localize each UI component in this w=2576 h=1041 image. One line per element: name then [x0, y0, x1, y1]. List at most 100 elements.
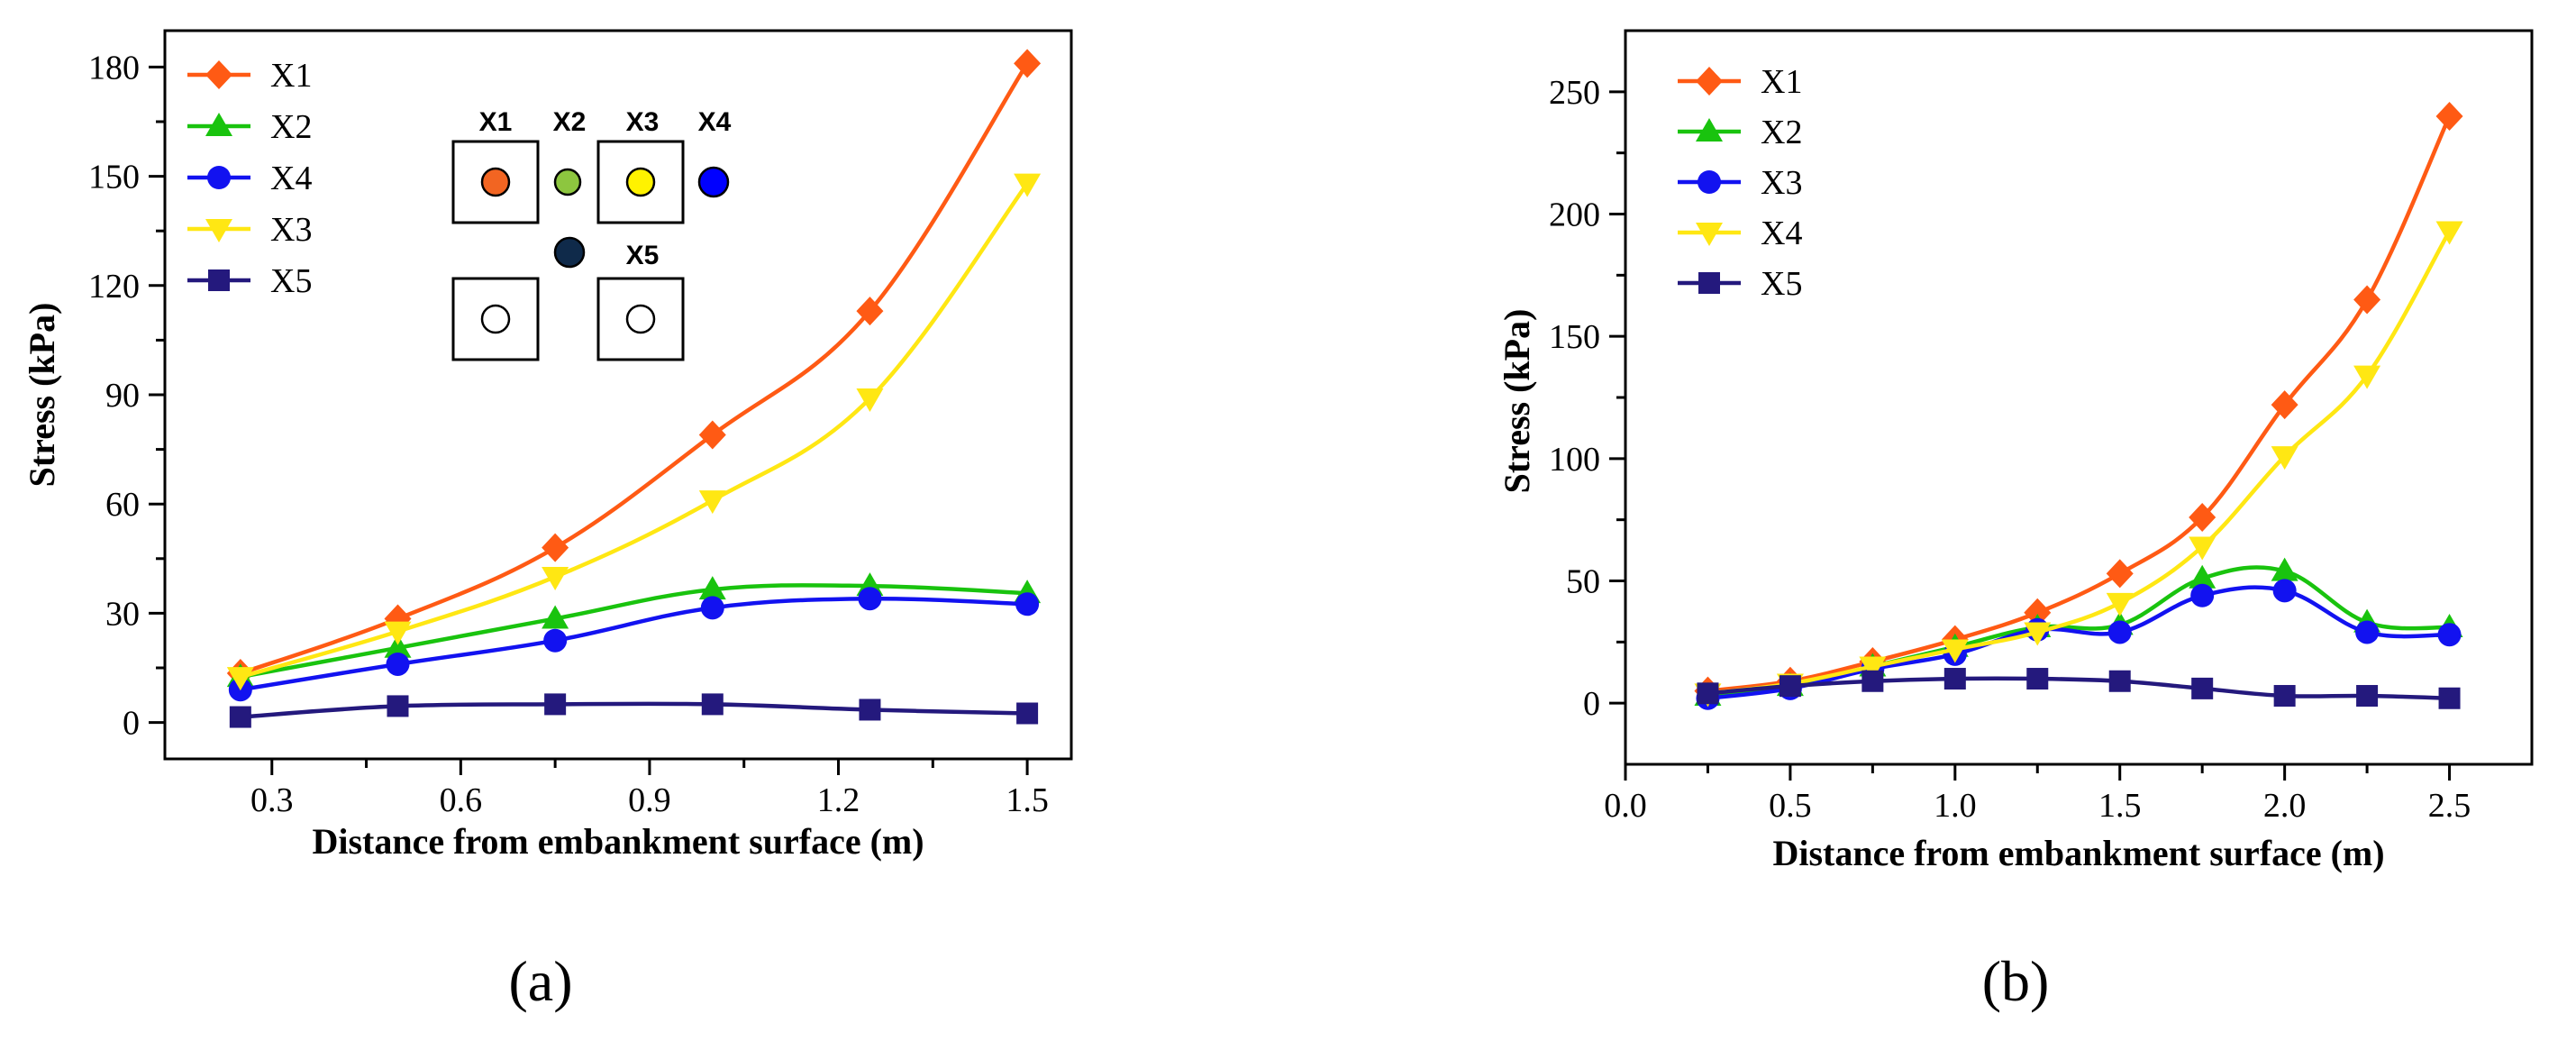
data-point-a-x4-5 [1015, 592, 1040, 616]
data-point-a-x4-3 [700, 596, 724, 620]
x-tick-label-a-1: 0.6 [440, 781, 483, 819]
data-point-b-x5-2 [1861, 670, 1884, 692]
panel-label-a: (a) [508, 949, 572, 1013]
pile-empty-dot-right [625, 304, 656, 334]
series-line-b-x4 [1706, 229, 2452, 696]
data-point-a-x2-2 [542, 605, 569, 629]
data-point-b-x2-6 [2189, 564, 2216, 589]
y-tick-label-b-2: 100 [1549, 441, 1600, 479]
data-point-b-x5-6 [2191, 677, 2214, 699]
data-point-b-x5-8 [2356, 685, 2379, 708]
data-point-b-x4-4 [2024, 622, 2052, 646]
x-tick-label-b-3: 1.5 [2098, 787, 2142, 825]
series-line-a-x2 [238, 583, 1030, 680]
data-point-b-x3-6 [2190, 583, 2215, 607]
y-tick-label-a-6: 180 [88, 49, 140, 87]
data-point-b-x1-6 [2189, 502, 2216, 532]
y-tick-label-a-4: 120 [88, 268, 140, 306]
plot-marks-a [226, 49, 1042, 728]
legend-marker-a-x2 [205, 113, 232, 136]
x-tick-label-a-4: 1.5 [1006, 781, 1049, 819]
data-point-b-x5-3 [1943, 668, 1966, 690]
x-axis-title-b: Distance from embankment surface (m) [1772, 833, 2384, 873]
legend-label-b-x2: X2 [1761, 114, 1802, 151]
x-tick-label-b-0: 0.0 [1604, 787, 1647, 825]
data-point-b-x4-9 [2435, 221, 2463, 245]
sensor-layout-inset: X1 X2 X3 X4 X5 [451, 107, 732, 361]
x-tick-label-a-3: 1.2 [817, 781, 860, 819]
data-point-b-x5-1 [1779, 675, 1801, 698]
data-point-a-x1-3 [698, 420, 726, 450]
data-point-b-x5-9 [2438, 687, 2461, 709]
chart-panel-a: 0.3 0.6 0.9 1.2 1.5 0 30 60 90 120 150 180 Distance… [22, 29, 1073, 1013]
data-point-a-x1-5 [1014, 49, 1042, 78]
x-tick-label-a-2: 0.9 [628, 781, 671, 819]
inset-label-x2: X2 [553, 107, 587, 137]
x-axis-title-a: Distance from embankment surface (m) [312, 821, 924, 862]
data-point-a-x2-3 [698, 576, 726, 600]
y-tick-label-a-2: 60 [105, 486, 140, 524]
legend-label-b-x5: X5 [1761, 265, 1802, 303]
legend-marker-b-x1 [1696, 67, 1723, 96]
x-tick-label-b-1: 0.5 [1769, 787, 1812, 825]
sensor-x3-dot [625, 167, 656, 197]
series-line-a-x3 [238, 181, 1030, 680]
data-point-a-x3-5 [1014, 173, 1042, 197]
data-point-a-x5-0 [229, 706, 251, 728]
data-point-a-x3-0 [226, 667, 254, 691]
data-point-a-x5-3 [701, 693, 724, 716]
data-point-a-x4-1 [386, 652, 410, 676]
x-tick-label-b-4: 2.0 [2263, 787, 2307, 825]
data-point-a-x1-2 [542, 533, 569, 562]
series-line-a-x5 [238, 701, 1030, 719]
inset-label-x4: X4 [698, 107, 732, 137]
data-point-a-x5-5 [1016, 702, 1039, 725]
data-point-a-x2-1 [384, 634, 412, 658]
sensor-x4-dot [697, 166, 730, 198]
x-tick-label-a-0: 0.3 [250, 781, 294, 819]
pile-empty-dot-left [480, 304, 511, 334]
data-point-b-x3-7 [2272, 579, 2297, 603]
y-tick-label-b-5: 250 [1549, 74, 1600, 112]
legend-marker-b-x4 [1696, 223, 1723, 246]
y-axis-title-b: Stress (kPa) [1497, 309, 1537, 494]
x-tick-label-b-5: 2.5 [2428, 787, 2471, 825]
legend-label-a-x1: X1 [270, 57, 312, 95]
data-point-b-x1-9 [2435, 101, 2463, 131]
series-line-a-x4 [238, 596, 1030, 692]
data-point-a-x4-4 [858, 587, 882, 611]
sensor-x2-dot [553, 168, 582, 196]
data-point-a-x1-4 [856, 297, 884, 326]
y-tick-label-a-1: 30 [105, 595, 140, 633]
data-point-b-x1-7 [2271, 390, 2298, 420]
legend-label-a-x2: X2 [270, 108, 312, 146]
legend-marker-a-x3 [205, 219, 232, 242]
chart-panel-b: 0.0 0.5 1.0 1.5 2.0 2.5 0 50 100 150 200 250 Distan… [1497, 29, 2534, 1013]
data-point-a-x5-4 [859, 699, 881, 721]
legend-label-b-x3: X3 [1761, 164, 1802, 202]
x-tick-label-b-2: 1.0 [1934, 787, 1977, 825]
y-tick-label-b-1: 50 [1566, 563, 1600, 601]
inset-label-x3: X3 [626, 107, 660, 137]
data-point-a-x3-2 [542, 567, 569, 590]
data-point-b-x4-7 [2271, 446, 2298, 470]
data-point-b-x4-5 [2106, 592, 2134, 616]
data-point-b-x5-7 [2273, 685, 2296, 708]
legend-marker-b-x3 [1698, 170, 1721, 194]
y-tick-label-b-4: 200 [1549, 196, 1600, 234]
legend-marker-a-x4 [207, 166, 231, 189]
data-point-b-x4-6 [2189, 536, 2216, 561]
legend-label-a-x3: X3 [270, 211, 312, 249]
y-tick-label-b-3: 150 [1549, 318, 1600, 356]
pile-cap-bottom-right [596, 277, 685, 361]
data-point-a-x3-3 [698, 490, 726, 515]
legend-marker-a-x5 [208, 269, 230, 291]
sensor-x5-dot [553, 236, 586, 269]
inset-label-x5: X5 [626, 241, 660, 270]
series-line-b-x3 [1706, 585, 2452, 700]
data-point-b-x4-2 [1859, 656, 1887, 680]
data-point-b-x5-5 [2108, 670, 2131, 692]
data-point-a-x3-4 [856, 388, 884, 413]
